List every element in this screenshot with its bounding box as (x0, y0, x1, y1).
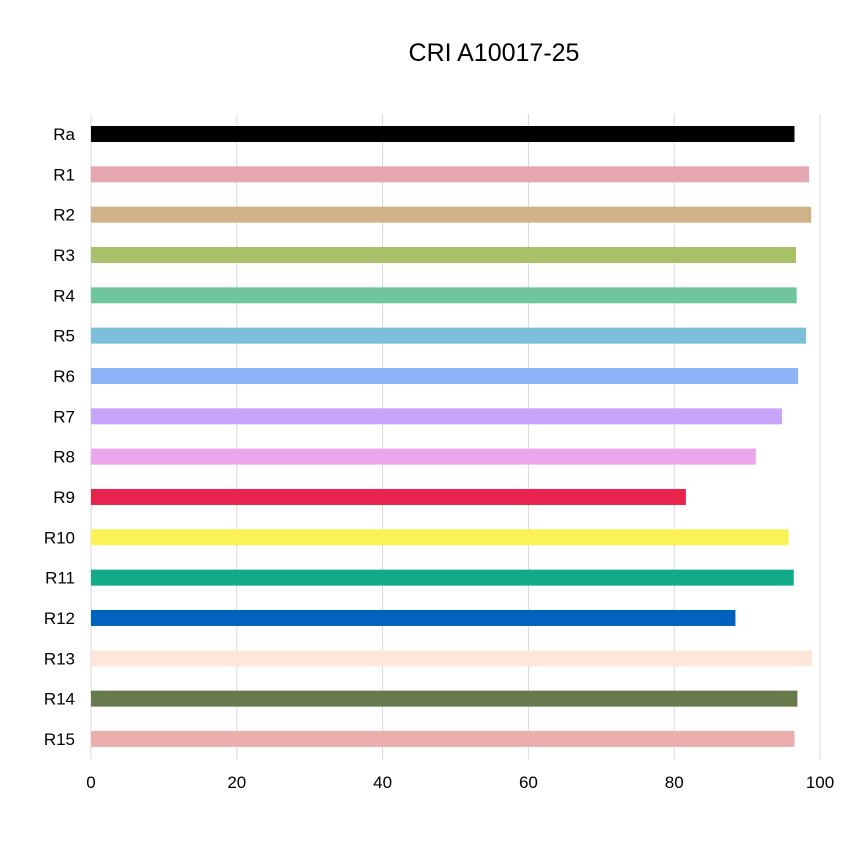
bar-r11 (91, 569, 794, 586)
category-label-r13: R13 (44, 649, 75, 668)
bar-r4 (91, 287, 797, 304)
bar-r7 (91, 408, 783, 425)
bar-r5 (91, 327, 807, 344)
category-label-r10: R10 (44, 528, 75, 547)
bar-r14 (91, 690, 798, 707)
bar-r1 (91, 166, 810, 183)
bar-r2 (91, 206, 812, 223)
x-tick-label: 20 (227, 773, 246, 792)
bar-r10 (91, 529, 789, 546)
category-label-ra: Ra (53, 125, 75, 144)
category-label-r15: R15 (44, 730, 75, 749)
bar-r12 (91, 609, 736, 626)
category-label-r14: R14 (44, 690, 75, 709)
chart-title: CRI A10017-25 (409, 39, 580, 67)
x-tick-label: 100 (806, 773, 834, 792)
bar-r6 (91, 367, 799, 384)
category-label-r5: R5 (53, 327, 75, 346)
category-label-r9: R9 (53, 488, 75, 507)
x-tick-label: 80 (665, 773, 684, 792)
bar-r8 (91, 448, 756, 465)
category-label-r7: R7 (53, 407, 75, 426)
x-axis-ticks: 0 20 40 60 80 100 (86, 773, 834, 792)
x-tick-label: 40 (373, 773, 392, 792)
category-label-r2: R2 (53, 206, 75, 225)
bar-r13 (91, 650, 812, 667)
category-label-r3: R3 (53, 246, 75, 265)
bar-r15 (91, 730, 795, 747)
bar-r3 (91, 246, 796, 263)
x-tick-label: 60 (519, 773, 538, 792)
bar-ra (91, 126, 795, 142)
category-label-r6: R6 (53, 367, 75, 386)
category-label-r1: R1 (53, 165, 75, 184)
bar-r9 (91, 488, 686, 505)
category-label-r4: R4 (53, 286, 75, 305)
bars (91, 126, 812, 747)
x-tick-label: 0 (86, 773, 95, 792)
category-label-r12: R12 (44, 609, 75, 628)
category-labels: Ra R1 R2 R3 R4 R5 R6 R7 R8 R9 R10 R11 R12 R13 R14 R15 (44, 125, 76, 749)
category-label-r8: R8 (53, 448, 75, 467)
category-label-r11: R11 (45, 569, 75, 588)
